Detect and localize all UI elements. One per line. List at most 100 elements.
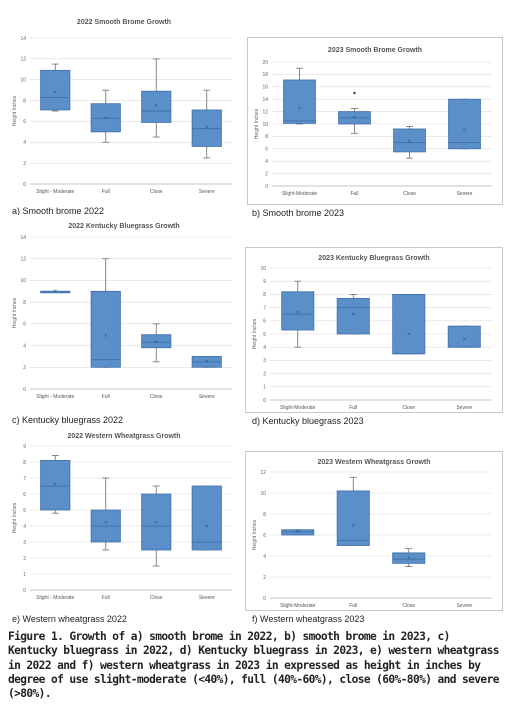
mean-marker: × <box>298 106 302 112</box>
y-tick-label: 6 <box>263 319 266 325</box>
box <box>141 90 172 123</box>
mean-marker: × <box>53 90 57 96</box>
y-tick-label: 2 <box>263 371 266 377</box>
mean-marker: × <box>104 521 108 527</box>
mean-marker: × <box>353 116 357 122</box>
y-tick-label: 2 <box>23 161 26 167</box>
chart-western-wheatgrass-2022: 2022 Western Wheatgrass Growth Height Inc… <box>4 428 244 614</box>
y-tick-label: 9 <box>263 279 266 285</box>
mean-marker: × <box>205 125 209 131</box>
y-tick-label: 0 <box>263 398 266 404</box>
y-tick-label: 8 <box>23 98 26 104</box>
y-tick-label: 2 <box>23 365 26 371</box>
y-tick-label: 12 <box>20 57 26 63</box>
box <box>191 485 222 551</box>
mean-marker: × <box>154 104 158 110</box>
chart-smooth-brome-2022: 2022 Smooth Brome Growth Height Inches 0 2 4… <box>4 4 244 204</box>
y-tick-label: 5 <box>263 332 266 338</box>
y-tick-label: 2 <box>23 556 26 562</box>
mean-marker: × <box>407 556 411 562</box>
y-axis-label: Height Inches <box>252 519 258 550</box>
y-tick-label: 6 <box>23 492 26 498</box>
chart-kentucky-bluegrass-2023: 2023 Kentucky Bluegrass Growth Height Inc… <box>245 247 503 413</box>
y-axis-label: Height Inches <box>254 108 260 139</box>
y-tick-label: 3 <box>263 358 266 364</box>
box <box>141 493 172 551</box>
y-tick-label: 10 <box>260 491 266 497</box>
box <box>141 334 172 349</box>
box <box>40 69 71 111</box>
y-tick-label: 0 <box>263 596 266 602</box>
panel-smooth-brome-2022: 2022 Smooth Brome Growth Height Inches 0 2 4… <box>4 4 244 220</box>
x-tick-label: Severe <box>199 595 215 601</box>
box <box>283 79 316 124</box>
mean-marker: × <box>351 523 355 529</box>
y-tick-label: 8 <box>263 292 266 298</box>
y-tick-label: 20 <box>262 60 268 66</box>
y-tick-label: 14 <box>20 235 26 241</box>
panel-label: c) Kentucky bluegrass 2022 <box>12 415 124 425</box>
box <box>191 109 222 147</box>
box <box>90 290 121 368</box>
x-tick-label: Close <box>402 603 415 609</box>
y-tick-label: 7 <box>263 305 266 311</box>
y-tick-label: 0 <box>23 387 26 393</box>
x-tick-label: Close <box>402 405 415 411</box>
mean-marker: × <box>53 482 57 488</box>
y-tick-label: 16 <box>262 85 268 91</box>
chart-title: 2023 Western Wheatgrass Growth <box>317 459 430 466</box>
x-tick-label: Slight-Moderate <box>280 603 316 609</box>
x-tick-label: Full <box>349 405 357 411</box>
x-tick-label: Slight - Moderate <box>36 189 74 195</box>
mean-marker: × <box>104 116 108 122</box>
y-tick-label: 4 <box>263 554 266 560</box>
x-tick-label: Full <box>102 394 110 400</box>
y-tick-label: 14 <box>262 97 268 103</box>
box <box>393 128 426 153</box>
y-tick-label: 14 <box>20 36 26 42</box>
x-tick-label: Severe <box>457 191 473 197</box>
box <box>336 297 370 335</box>
y-tick-label: 3 <box>23 540 26 546</box>
y-tick-label: 12 <box>260 470 266 476</box>
y-tick-label: 8 <box>265 134 268 140</box>
box <box>281 291 315 331</box>
box <box>90 103 121 133</box>
mean-marker: × <box>463 128 467 134</box>
x-tick-label: Severe <box>456 405 472 411</box>
chart-title: 2023 Kentucky Bluegrass Growth <box>318 255 429 262</box>
mean-marker: × <box>205 524 209 530</box>
panel-label: e) Western wheatgrass 2022 <box>12 614 127 624</box>
x-tick-label: Full <box>102 595 110 601</box>
y-tick-label: 18 <box>262 72 268 78</box>
y-tick-label: 4 <box>23 140 26 146</box>
chart-smooth-brome-2023: 2023 Smooth Brome Growth Height Inches 0 2 4… <box>247 37 503 205</box>
box <box>392 294 426 355</box>
y-axis-label: Height Inches <box>12 297 18 328</box>
box <box>281 529 315 536</box>
chart-kentucky-bluegrass-2022: 2022 Kentucky Bluegrass Growth Height Inc… <box>4 215 244 415</box>
chart-title: 2022 Smooth Brome Growth <box>77 19 171 26</box>
panel-western-wheatgrass-2023: 2023 Western Wheatgrass Growth Height Inc… <box>245 451 503 628</box>
x-tick-label: Full <box>350 191 358 197</box>
panel-kentucky-bluegrass-2022: 2022 Kentucky Bluegrass Growth Height Inc… <box>4 215 244 433</box>
figure-caption: Figure 1. Growth of a) smooth brome in 2… <box>8 630 499 701</box>
chart-title: 2022 Western Wheatgrass Growth <box>67 433 180 440</box>
mean-marker: × <box>53 289 57 295</box>
y-tick-label: 4 <box>23 524 26 530</box>
x-tick-label: Slight - Moderate <box>36 394 74 400</box>
panel-label: b) Smooth brome 2023 <box>252 208 345 218</box>
y-tick-label: 6 <box>23 322 26 328</box>
outlier-point <box>353 91 356 95</box>
y-tick-label: 6 <box>263 533 266 539</box>
panel-smooth-brome-2023: 2023 Smooth Brome Growth Height Inches 0 2 4… <box>247 37 503 224</box>
mean-marker: × <box>154 340 158 346</box>
x-tick-label: Slight-Moderate <box>282 191 318 197</box>
box <box>336 490 370 546</box>
y-tick-label: 10 <box>262 122 268 128</box>
chart-title: 2022 Kentucky Bluegrass Growth <box>68 223 179 230</box>
y-tick-label: 4 <box>265 159 268 165</box>
x-tick-label: Slight-Moderate <box>280 405 316 411</box>
y-tick-label: 8 <box>263 512 266 518</box>
x-tick-label: Close <box>150 595 163 601</box>
